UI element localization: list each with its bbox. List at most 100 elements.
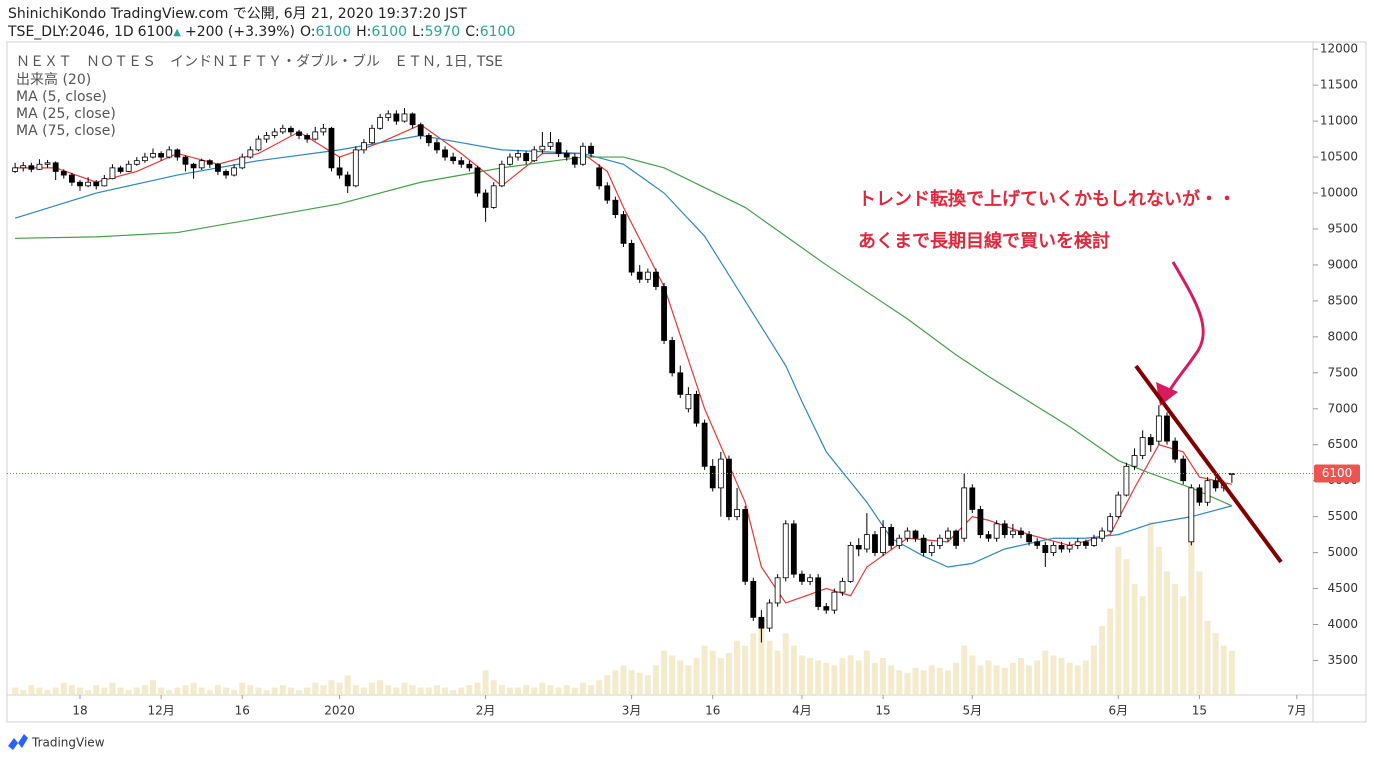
volume-bar — [1009, 662, 1016, 695]
volume-bar — [847, 655, 854, 695]
candle-body — [945, 530, 951, 539]
y-tick-label: 8500 — [1327, 293, 1358, 307]
volume-bar — [401, 682, 408, 695]
y-tick-label: 9500 — [1327, 221, 1358, 235]
candle-body — [1212, 480, 1219, 489]
volume-bar — [1082, 660, 1089, 695]
candle-body — [758, 616, 765, 629]
h-label: H: — [356, 24, 371, 40]
volume-bar — [133, 687, 140, 695]
volume-bar — [1058, 657, 1065, 695]
volume-bar — [442, 687, 449, 695]
candle-body — [223, 171, 229, 176]
volume-bar — [547, 685, 554, 695]
candle-body — [644, 271, 651, 280]
volume-bar — [604, 675, 611, 695]
candle-body — [872, 534, 878, 554]
candle-body — [304, 135, 311, 140]
y-tick-label: 6500 — [1327, 437, 1358, 451]
candle-body — [596, 167, 603, 187]
x-tick-label: 2020 — [324, 704, 355, 718]
candle-body — [685, 393, 692, 410]
volume-bar — [377, 680, 384, 695]
x-tick-label: 15 — [1192, 704, 1207, 718]
candle-body — [1009, 530, 1016, 536]
volume-bar — [287, 687, 294, 695]
volume-bar — [328, 680, 335, 695]
candle-body — [142, 156, 148, 162]
legend-volume: 出来高 (20) — [16, 71, 91, 88]
candle-body — [920, 537, 927, 554]
candle-body — [855, 545, 862, 550]
moving-average — [14, 134, 1233, 568]
candle-body — [1099, 530, 1105, 539]
candle-body — [1164, 415, 1170, 442]
volume-bar — [466, 685, 473, 695]
y-tick-label: 9000 — [1327, 257, 1358, 271]
volume-bar — [1220, 645, 1227, 695]
volume-bar — [644, 675, 651, 695]
volume-bar — [255, 687, 262, 695]
candle-body — [531, 149, 538, 162]
volume-bar — [231, 690, 238, 695]
volume-bar — [839, 657, 846, 695]
volume-bar — [588, 685, 595, 695]
candle-body — [742, 509, 749, 582]
symbol: TSE_DLY:2046, 1D — [7, 24, 134, 40]
candle-body — [401, 113, 408, 122]
candle-body — [774, 577, 781, 604]
candle-body — [109, 167, 116, 180]
volume-bar — [620, 665, 627, 695]
candle-body — [1204, 480, 1211, 503]
volume-bar — [563, 685, 570, 695]
candle-body — [815, 577, 822, 607]
volume-bar — [20, 690, 27, 695]
candle-body — [709, 465, 716, 489]
candle-body — [1050, 545, 1057, 554]
volume-bar — [352, 685, 359, 695]
candle-body — [563, 153, 570, 158]
candle-body — [85, 181, 92, 187]
volume-bar — [904, 672, 911, 695]
candle-body — [279, 127, 286, 133]
volume-bar — [539, 682, 546, 695]
volume-bar — [1196, 571, 1203, 695]
candle-body — [1115, 494, 1122, 518]
candle-body — [928, 545, 935, 554]
candle-body — [239, 156, 246, 169]
publish-line: ShinichiKondo TradingView.com で公開, 6月 21… — [8, 6, 467, 22]
x-tick-label: 3月 — [622, 704, 642, 718]
volume-bar — [93, 685, 100, 695]
candle-body — [288, 127, 294, 133]
candle-body — [782, 523, 789, 579]
candle-body — [839, 580, 846, 593]
y-tick-label: 10500 — [1320, 150, 1358, 164]
volume-bar — [174, 687, 181, 695]
candle-body — [1026, 534, 1032, 543]
y-tick-label: 5500 — [1327, 509, 1358, 523]
volume-bar — [652, 665, 659, 695]
x-tick-label: 2月 — [476, 704, 496, 718]
candle-body — [36, 163, 43, 170]
candle-body — [571, 156, 578, 165]
y-tick-label: 5000 — [1327, 545, 1358, 559]
volume-bar — [109, 682, 116, 695]
candle-body — [150, 153, 156, 158]
candle-body — [442, 149, 448, 158]
volume-bar — [928, 665, 935, 695]
volume-bar — [880, 657, 887, 695]
volume-bar — [393, 687, 400, 695]
candle-body — [93, 181, 100, 187]
volume-bar — [85, 690, 92, 695]
volume-bar — [1034, 660, 1041, 695]
candle-body — [507, 156, 513, 165]
volume-bar — [458, 687, 465, 695]
volume-bar — [320, 685, 327, 695]
candle-body — [466, 163, 473, 169]
volume-bar — [490, 680, 497, 695]
volume-bar — [774, 650, 781, 695]
arrow: ▲ — [173, 27, 181, 38]
candle-body — [701, 422, 708, 467]
candle-body — [1196, 487, 1203, 503]
